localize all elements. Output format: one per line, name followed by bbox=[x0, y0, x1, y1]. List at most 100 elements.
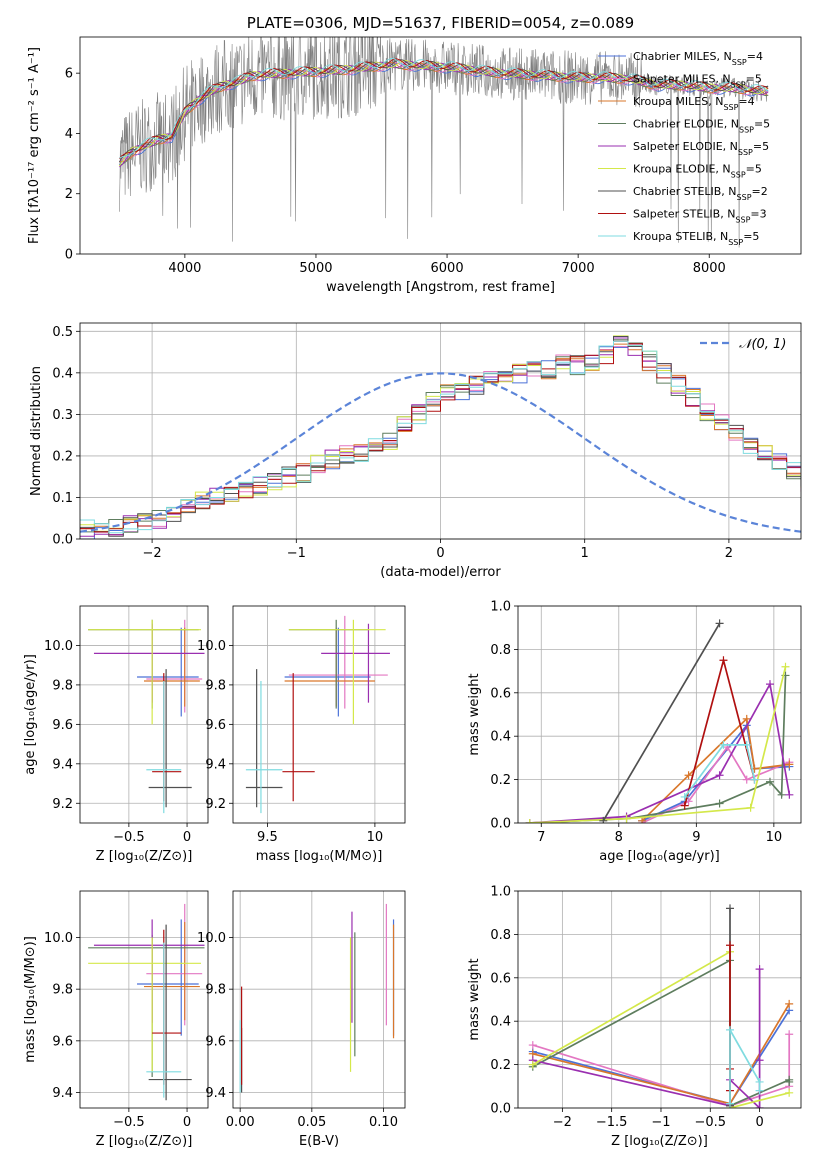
chart-massweight_vs_Z: −2 −1.5 −1 −0.5 0 0.0 0.2 0.4 0.6 0.8 1.0 Z [log₁₀(… bbox=[467, 885, 802, 1149]
plus-marker bbox=[755, 965, 764, 974]
plus-marker bbox=[715, 799, 724, 808]
y-axis-label: mass weight bbox=[467, 958, 482, 1040]
series-salpeter-elodie bbox=[525, 680, 794, 823]
y-tick-label: 0.1 bbox=[52, 491, 73, 506]
point-kroupa-elodie bbox=[288, 619, 386, 725]
x-tick-label: 8 bbox=[615, 830, 623, 845]
legend-label: Salpeter ELODIE, NSSP=5 bbox=[633, 140, 769, 157]
point-salpeter-elodie bbox=[93, 919, 205, 1023]
x-axis-label: age [log₁₀(age/yr)] bbox=[599, 849, 720, 864]
x-tick-label: −0.5 bbox=[113, 830, 145, 845]
gridlines bbox=[80, 606, 208, 823]
legend-label: Kroupa STELIB, NSSP=5 bbox=[633, 230, 759, 247]
plus-marker bbox=[726, 904, 735, 913]
x-tick-label: 10 bbox=[766, 830, 783, 845]
y-tick-label: 0 bbox=[65, 248, 73, 263]
plus-marker bbox=[715, 771, 724, 780]
y-tick-label: 0.4 bbox=[490, 730, 511, 745]
axes-frame bbox=[79, 322, 802, 540]
plot-area bbox=[80, 335, 801, 539]
series-line bbox=[641, 717, 790, 822]
x-tick-label: 9.5 bbox=[257, 830, 278, 845]
x-axis-label: (data-model)/error bbox=[380, 565, 501, 580]
series-line bbox=[729, 1026, 761, 1104]
x-axis-label: Z [log₁₀(Z/Z⊙)] bbox=[611, 1134, 708, 1149]
plus-marker bbox=[680, 792, 689, 801]
y-tick-label: 9.2 bbox=[52, 797, 73, 812]
y-tick-label: 6 bbox=[65, 67, 73, 82]
y-tick-label: 0.2 bbox=[52, 449, 73, 464]
y-tick-label: 0.4 bbox=[490, 1015, 511, 1030]
point-chabrier-elodie bbox=[88, 619, 199, 709]
y-tick-label: 10.0 bbox=[197, 931, 226, 946]
legend-label: 𝒩(0, 1) bbox=[739, 337, 786, 352]
plus-marker bbox=[726, 1025, 735, 1034]
legend: Chabrier MILES, NSSP=4 Salpeter MILES, NS… bbox=[598, 50, 770, 247]
point-chabrier-stelib bbox=[245, 669, 283, 808]
plus-marker bbox=[719, 740, 728, 749]
x-tick-label: 9 bbox=[692, 830, 700, 845]
x-tick-label: −1.5 bbox=[596, 1115, 628, 1130]
x-tick-label: −0.5 bbox=[694, 1115, 726, 1130]
chart-massweight_vs_age: 7 8 9 10 0.0 0.2 0.4 0.6 0.8 1.0 age [log₁₀(age/yr… bbox=[467, 600, 802, 864]
point-kroupa-miles bbox=[144, 627, 200, 707]
plus-marker bbox=[680, 801, 689, 810]
plus-marker bbox=[684, 771, 693, 780]
series-kroupa-stelib bbox=[726, 1025, 764, 1108]
axes-frame bbox=[79, 36, 802, 255]
plus-marker bbox=[777, 790, 786, 799]
plus-marker bbox=[755, 1056, 764, 1065]
y-tick-label: 0.4 bbox=[52, 366, 73, 381]
legend-label: Kroupa ELODIE, NSSP=5 bbox=[633, 163, 762, 180]
plus-marker bbox=[726, 1099, 735, 1108]
series-line bbox=[529, 681, 791, 823]
y-tick-label: 0.6 bbox=[490, 971, 511, 986]
y-tick-label: 9.6 bbox=[205, 718, 226, 733]
point-chabrier-miles bbox=[284, 627, 371, 717]
y-axis-label: Flux [fλ10⁻¹⁷ erg cm⁻² s⁻¹ A⁻¹] bbox=[27, 47, 42, 244]
y-tick-label: 9.6 bbox=[205, 1034, 226, 1049]
series-kroupa-miles bbox=[638, 714, 794, 823]
chart-mass_vs_Z: −0.5 0 9.4 9.6 9.8 10.0 Z [log₁₀(Z/Z⊙)] mass [l… bbox=[23, 890, 209, 1149]
x-tick-label: 5000 bbox=[299, 261, 332, 276]
point-kroupa-stelib bbox=[245, 680, 283, 814]
y-tick-label: 0.5 bbox=[52, 325, 73, 340]
histogram-kroupa-elodie bbox=[80, 335, 801, 532]
axes-frame bbox=[517, 890, 802, 1109]
plot-area bbox=[239, 903, 395, 1093]
model-spectrum-chabrier-miles bbox=[118, 62, 769, 166]
plus-marker bbox=[785, 1088, 794, 1097]
x-tick-label: 4000 bbox=[168, 261, 201, 276]
point-chabrier-elodie bbox=[288, 619, 369, 709]
x-tick-label: 0.05 bbox=[297, 1115, 326, 1130]
x-tick-label: 7000 bbox=[562, 261, 595, 276]
legend: 𝒩(0, 1) bbox=[700, 337, 786, 352]
gridlines bbox=[233, 891, 405, 1108]
y-tick-label: 9.4 bbox=[205, 757, 226, 772]
point-chabrier-stelib bbox=[148, 924, 192, 1101]
plot-area bbox=[525, 619, 794, 823]
x-tick-label: 1 bbox=[581, 546, 589, 561]
observed-spectrum bbox=[119, 37, 769, 248]
series-line bbox=[602, 622, 721, 822]
plus-marker bbox=[719, 656, 728, 665]
histogram-salpeter-stelib bbox=[80, 340, 801, 533]
legend-label: Kroupa MILES, NSSP=4 bbox=[633, 95, 755, 112]
plus-marker bbox=[528, 1060, 537, 1069]
x-axis-label: Z [log₁₀(Z/Z⊙)] bbox=[96, 1134, 193, 1149]
plus-marker bbox=[785, 1077, 794, 1086]
plus-marker bbox=[599, 816, 608, 823]
y-tick-label: 9.8 bbox=[52, 983, 73, 998]
plus-marker bbox=[785, 760, 794, 769]
series-kroupa-stelib bbox=[680, 740, 759, 801]
plus-marker bbox=[765, 680, 774, 689]
point-kroupa-miles bbox=[144, 922, 200, 1021]
y-tick-label: 10.0 bbox=[44, 639, 73, 654]
gridlines bbox=[518, 890, 801, 1109]
x-axis-label: E(B-V) bbox=[299, 1134, 339, 1149]
x-tick-label: 8000 bbox=[693, 261, 726, 276]
y-tick-label: 10.0 bbox=[197, 639, 226, 654]
x-axis-label: Z [log₁₀(Z/Z⊙)] bbox=[96, 849, 193, 864]
legend-label: Salpeter MILES, NSSP=5 bbox=[633, 73, 762, 90]
plus-marker bbox=[746, 803, 755, 812]
